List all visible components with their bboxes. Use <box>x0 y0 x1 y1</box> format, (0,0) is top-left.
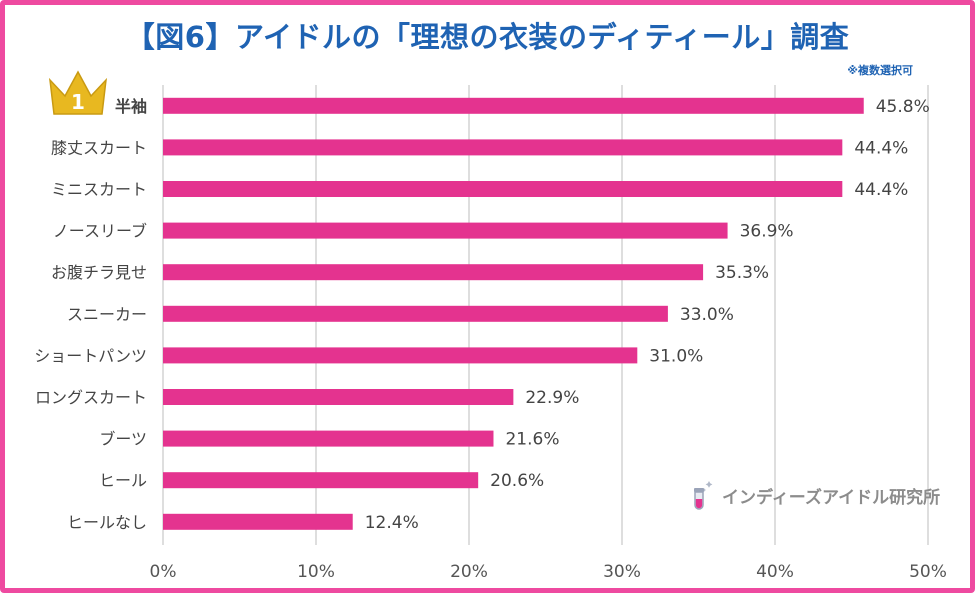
category-label: ブーツ <box>99 430 147 449</box>
x-tick-label: 20% <box>450 562 488 582</box>
category-label: ロングスカート <box>35 388 147 407</box>
value-label: 22.9% <box>525 388 579 408</box>
test-tube-icon <box>694 481 713 510</box>
bar <box>163 430 494 447</box>
value-label: 44.4% <box>854 180 908 200</box>
value-label: 45.8% <box>876 97 930 117</box>
value-label: 35.3% <box>715 263 769 283</box>
x-tick-label: 50% <box>909 562 947 582</box>
bar <box>163 97 864 114</box>
multiple-choice-note: ※複数選択可 <box>847 64 913 77</box>
crown-shape <box>48 70 108 115</box>
category-label: 半袖 <box>115 97 147 116</box>
value-label: 33.0% <box>680 305 734 325</box>
x-tick-label: 30% <box>603 562 641 582</box>
x-tick-label: 40% <box>756 562 794 582</box>
category-label: ヒール <box>99 471 147 490</box>
category-label: お腹チラ見せ <box>51 263 147 282</box>
bar <box>163 513 353 530</box>
bar <box>163 264 704 281</box>
bar <box>163 181 843 197</box>
bar <box>163 305 668 322</box>
bar <box>163 389 514 405</box>
category-label: ヒールなし <box>67 513 147 532</box>
x-tick-label: 0% <box>150 562 177 582</box>
category-label: ミニスカート <box>51 180 147 199</box>
category-label: ショートパンツ <box>34 346 147 365</box>
bar <box>163 139 843 156</box>
value-label: 36.9% <box>740 222 794 242</box>
value-label: 20.6% <box>490 471 544 491</box>
watermark: インディーズアイドル研究所 <box>690 478 940 512</box>
rank-number: 1 <box>71 90 85 114</box>
chart-title: 【図6】アイドルの「理想の衣装のディティール」調査 <box>125 20 850 54</box>
watermark-label: インディーズアイドル研究所 <box>722 487 941 508</box>
value-label: 44.4% <box>854 138 908 158</box>
category-label: ノースリーブ <box>53 222 147 241</box>
crown-icon: 1 <box>48 70 108 115</box>
category-label: スニーカー <box>67 305 147 324</box>
category-label: 膝丈スカート <box>51 138 147 157</box>
value-label: 12.4% <box>365 513 419 533</box>
value-label: 31.0% <box>649 346 703 366</box>
value-label: 21.6% <box>505 430 559 450</box>
x-tick-label: 10% <box>297 562 335 582</box>
bar <box>163 347 638 364</box>
bar <box>163 222 728 239</box>
bar <box>163 472 479 489</box>
